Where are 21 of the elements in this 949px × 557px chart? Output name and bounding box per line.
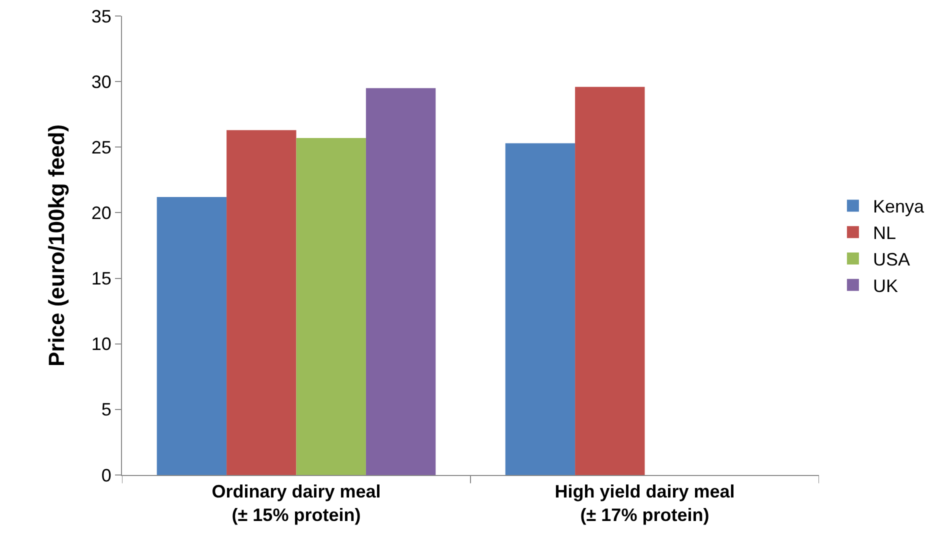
y-tick-label: 25 — [91, 137, 112, 158]
y-tick-label: 15 — [91, 268, 112, 289]
legend-label: UK — [872, 276, 898, 296]
x-tick-label: High yield dairy meal (± 17% protein) — [554, 482, 735, 525]
bar — [575, 86, 645, 475]
y-tick-label: 30 — [91, 72, 112, 92]
bar — [366, 88, 436, 475]
bar — [505, 143, 576, 475]
bar — [296, 138, 366, 475]
y-tick-label: 5 — [101, 400, 112, 420]
y-axis-title: Price (euro/100kg feed) — [44, 124, 70, 367]
x-tick-label: Ordinary dairy meal (± 15% protein) — [212, 482, 381, 525]
bar — [226, 130, 296, 475]
y-tick-label: 35 — [91, 6, 112, 26]
bar — [156, 196, 227, 475]
y-tick-label: 10 — [91, 334, 112, 354]
legend-label: Kenya — [872, 196, 925, 217]
legend-label: NL — [872, 223, 896, 244]
y-tick-label: 0 — [101, 465, 112, 486]
y-tick-label: 20 — [91, 203, 112, 224]
legend-label: USA — [872, 250, 910, 270]
